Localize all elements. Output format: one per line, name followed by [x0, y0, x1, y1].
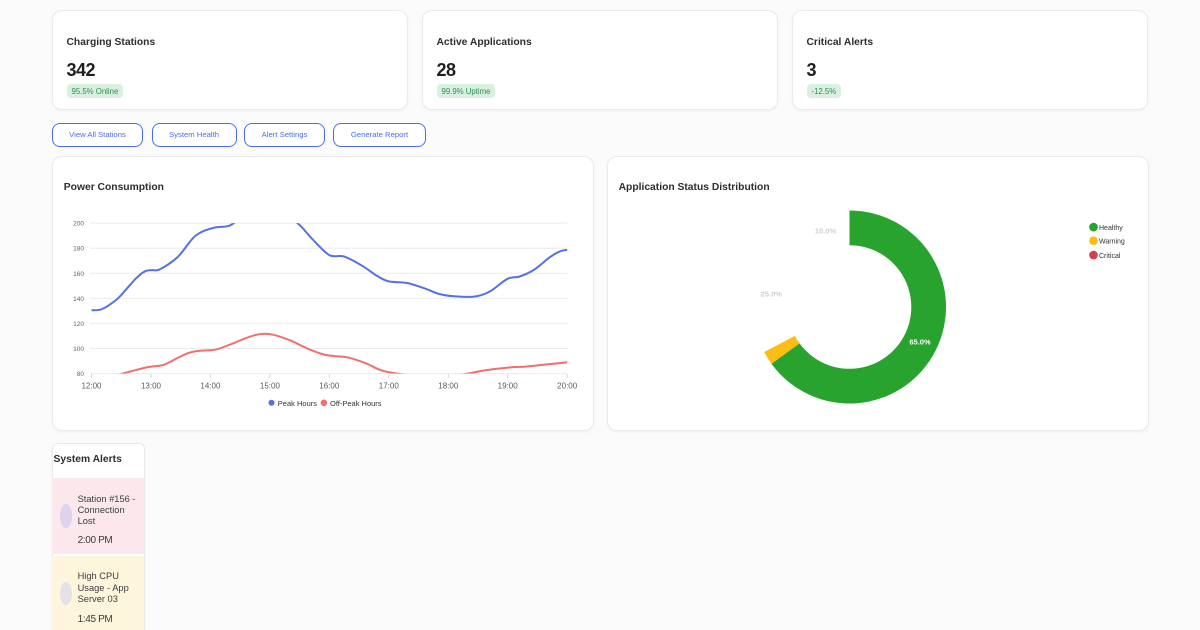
svg-text:Warning: Warning [1099, 238, 1125, 245]
svg-text:80: 80 [77, 371, 85, 378]
svg-text:16:00: 16:00 [319, 382, 340, 391]
svg-text:15:00: 15:00 [260, 382, 281, 391]
svg-text:180: 180 [73, 246, 84, 253]
svg-text:18:00: 18:00 [438, 382, 459, 391]
svg-text:12:00: 12:00 [81, 382, 102, 391]
svg-text:100: 100 [73, 346, 84, 353]
svg-text:Healthy: Healthy [1099, 225, 1123, 232]
svg-text:120: 120 [73, 321, 84, 328]
svg-text:17:00: 17:00 [379, 382, 400, 391]
svg-text:25.0%: 25.0% [761, 289, 783, 298]
svg-text:Off-Peak Hours: Off-Peak Hours [330, 399, 382, 408]
svg-text:14:00: 14:00 [200, 382, 221, 391]
svg-text:10.0%: 10.0% [815, 227, 837, 236]
svg-text:65.0%: 65.0% [909, 338, 931, 347]
svg-text:13:00: 13:00 [141, 382, 162, 391]
svg-text:140: 140 [73, 296, 84, 303]
svg-text:Peak Hours: Peak Hours [278, 399, 317, 408]
svg-text:19:00: 19:00 [498, 382, 519, 391]
svg-text:200: 200 [73, 221, 84, 228]
svg-text:Critical: Critical [1099, 253, 1121, 260]
svg-text:20:00: 20:00 [557, 382, 578, 391]
svg-text:160: 160 [73, 271, 84, 278]
